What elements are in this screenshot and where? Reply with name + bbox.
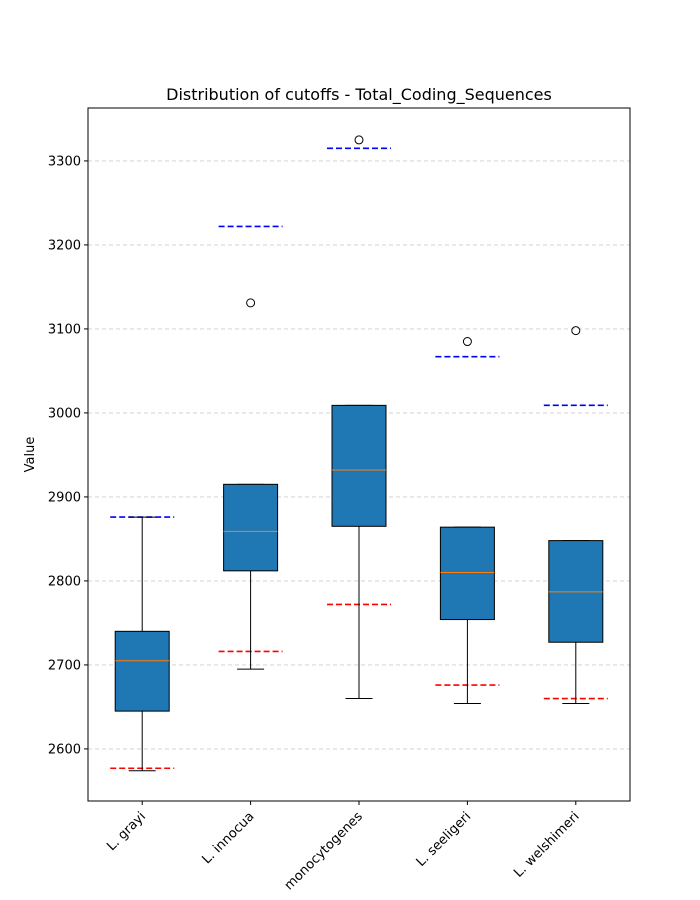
chart-title: Distribution of cutoffs - Total_Coding_S… <box>166 85 552 105</box>
box-group <box>548 326 604 705</box>
grid-lines <box>88 160 630 750</box>
box-group <box>223 298 279 670</box>
box-group <box>439 337 495 705</box>
y-axis: 2600 2700 2800 2900 3000 3100 3200 3300 <box>48 154 88 757</box>
box-body <box>439 526 495 621</box>
outlier-point <box>462 337 472 347</box>
y-tick-label: 2700 <box>48 658 81 673</box>
y-tick-label: 2600 <box>48 742 81 757</box>
outlier-point <box>571 326 581 336</box>
y-axis-label: Value <box>23 437 38 473</box>
x-tick-label: L. grayi <box>104 809 149 854</box>
x-tick-label: L. innocua <box>200 809 258 867</box>
outlier-point <box>354 135 364 145</box>
x-axis: L. grayi L. innocua monocytogenes L. seelig… <box>104 801 583 893</box>
x-tick-label: L. welshimeri <box>511 809 582 880</box>
y-tick-label: 3200 <box>48 238 81 253</box>
y-tick-label: 3000 <box>48 406 81 421</box>
y-tick-label: 3300 <box>48 154 81 169</box>
box-series <box>114 135 604 772</box>
box-group <box>114 516 170 772</box>
x-tick-label: monocytogenes <box>282 809 366 893</box>
box-body <box>114 630 170 712</box>
box-group <box>331 135 387 700</box>
x-tick-label: L. seeligeri <box>414 809 475 870</box>
y-tick-label: 2800 <box>48 574 81 589</box>
outlier-point <box>246 298 256 308</box>
box-body <box>331 404 387 527</box>
y-tick-label: 3100 <box>48 322 81 337</box>
box-body <box>223 483 279 572</box>
y-tick-label: 2900 <box>48 490 81 505</box>
